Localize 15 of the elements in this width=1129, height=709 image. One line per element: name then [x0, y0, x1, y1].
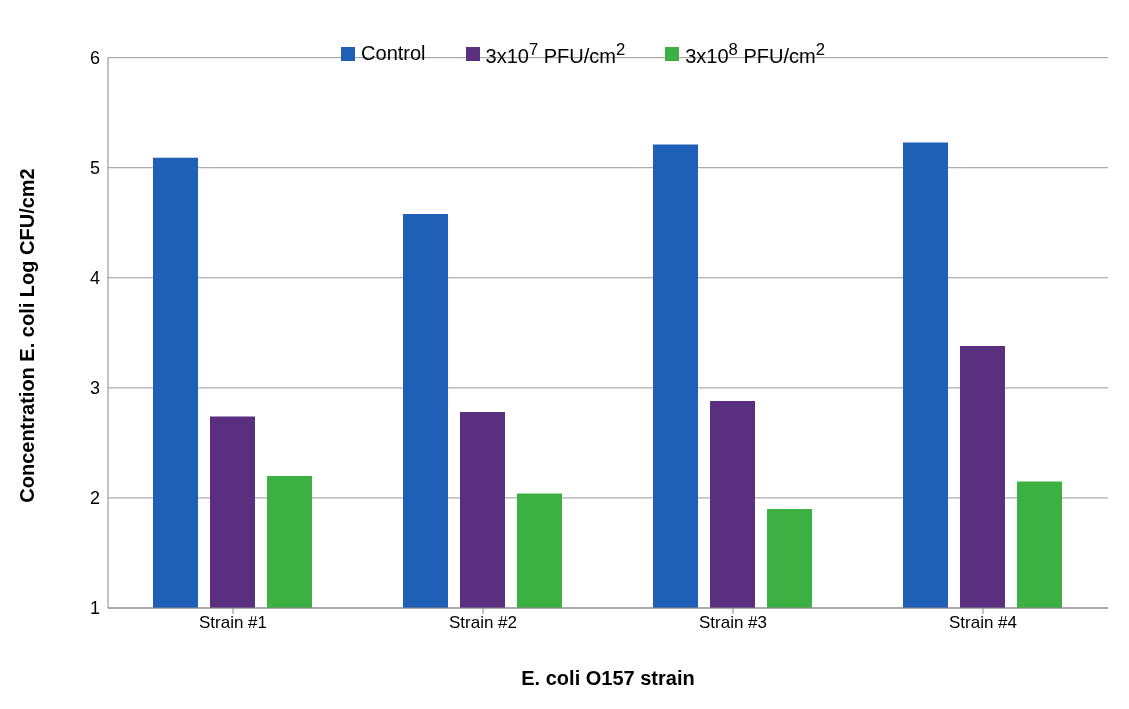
x-tick-label: Strain #3 — [698, 613, 768, 633]
x-axis-title: E. coli O157 strain — [520, 667, 696, 690]
y-tick-label: 5 — [89, 158, 100, 179]
y-tick-label: 4 — [89, 268, 100, 289]
y-tick-label: 1 — [89, 598, 100, 619]
legend-label: 3x10$^{7}$ PFU/cm$^{2}$ — [485, 40, 626, 68]
x-tick-label: Strain #4 — [948, 613, 1018, 633]
y-axis-title: Concentration E. coli Log CFU/cm2 — [15, 167, 39, 503]
x-tick-label: Strain #1 — [198, 613, 268, 633]
y-tick-label: 6 — [89, 48, 100, 69]
legend-label: Control — [361, 42, 426, 66]
x-tick-label: Strain #2 — [448, 613, 518, 633]
y-tick-label: 3 — [89, 378, 100, 399]
legend-label: 3x10$^{8}$ PFU/cm$^{2}$ — [685, 40, 825, 68]
y-tick-label: 2 — [89, 488, 100, 509]
